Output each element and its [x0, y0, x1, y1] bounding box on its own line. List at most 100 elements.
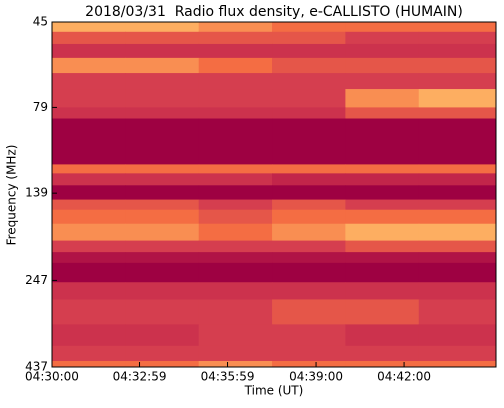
y-tick-label: 437: [25, 360, 48, 374]
cell: [198, 199, 273, 211]
cell: [345, 89, 420, 108]
cell: [272, 282, 346, 300]
cell: [52, 43, 126, 59]
cell: [272, 43, 346, 59]
x-tick-label: 04:42:00: [377, 370, 431, 384]
cell: [345, 299, 420, 325]
cell: [345, 252, 420, 264]
cell: [345, 360, 420, 368]
cell: [345, 185, 420, 201]
cell: [125, 57, 200, 74]
cell: [418, 31, 497, 45]
cell: [418, 240, 497, 253]
cell: [345, 173, 420, 186]
cell: [52, 324, 126, 347]
cell: [52, 118, 126, 165]
cell: [272, 324, 346, 347]
cell: [125, 240, 200, 253]
cell: [198, 223, 273, 242]
cell: [52, 22, 126, 33]
cell: [198, 31, 273, 45]
cell: [345, 199, 420, 211]
cell: [198, 262, 273, 283]
cell: [198, 107, 273, 120]
cell: [345, 262, 420, 283]
cell: [272, 360, 346, 368]
cell: [272, 262, 346, 283]
heatmap: [52, 22, 497, 368]
cell: [418, 299, 497, 325]
cell: [125, 118, 200, 165]
cell: [125, 164, 200, 174]
cell: [418, 107, 497, 120]
cell: [125, 223, 200, 242]
cell: [418, 282, 497, 300]
cell: [125, 282, 200, 300]
cell: [198, 57, 273, 74]
cell: [418, 252, 497, 264]
cell: [345, 22, 420, 33]
cell: [418, 199, 497, 211]
cell: [272, 57, 346, 74]
cell: [272, 209, 346, 225]
cell: [52, 57, 126, 74]
cell: [272, 299, 346, 325]
cell: [198, 299, 273, 325]
cell: [125, 209, 200, 225]
cell: [198, 73, 273, 90]
cell: [52, 164, 126, 174]
cell: [125, 252, 200, 264]
cell: [345, 31, 420, 45]
cell: [345, 73, 420, 90]
cell: [272, 173, 346, 186]
cell: [198, 252, 273, 264]
cell: [52, 282, 126, 300]
cell: [345, 324, 420, 347]
cell: [52, 223, 126, 242]
cell: [52, 199, 126, 211]
cell: [418, 360, 497, 368]
cell: [198, 240, 273, 253]
y-axis-label: Frequency (MHz): [5, 145, 19, 246]
cell: [272, 22, 346, 33]
y-tick-label: 139: [25, 186, 48, 200]
cell: [125, 324, 200, 347]
cell: [125, 31, 200, 45]
x-tick-label: 04:30:00: [25, 370, 79, 384]
cell: [272, 252, 346, 264]
cell: [52, 299, 126, 325]
cell: [198, 89, 273, 108]
cell: [52, 185, 126, 201]
cell: [418, 118, 497, 165]
cell: [272, 107, 346, 120]
cell: [52, 73, 126, 90]
cell: [345, 164, 420, 174]
cell: [418, 209, 497, 225]
cell: [272, 223, 346, 242]
cell: [418, 324, 497, 347]
cell: [198, 345, 273, 362]
x-axis-label: Time (UT): [244, 384, 304, 398]
cell: [52, 89, 126, 108]
chart-title: 2018/03/31 Radio flux density, e-CALLIST…: [85, 4, 463, 20]
cell: [125, 185, 200, 201]
cell: [198, 360, 273, 368]
cell: [418, 223, 497, 242]
cell: [125, 299, 200, 325]
cell: [198, 22, 273, 33]
cell: [272, 118, 346, 165]
cell: [125, 360, 200, 368]
cell: [198, 43, 273, 59]
x-tick-label: 04:35:59: [201, 370, 255, 384]
cell: [418, 164, 497, 174]
cell: [198, 209, 273, 225]
cell: [418, 173, 497, 186]
cell: [345, 223, 420, 242]
cell: [272, 345, 346, 362]
cell: [345, 107, 420, 120]
x-tick-label: 04:39:00: [289, 370, 343, 384]
cell: [52, 173, 126, 186]
cell: [125, 199, 200, 211]
y-tick-label: 79: [33, 100, 48, 114]
cell: [52, 107, 126, 120]
